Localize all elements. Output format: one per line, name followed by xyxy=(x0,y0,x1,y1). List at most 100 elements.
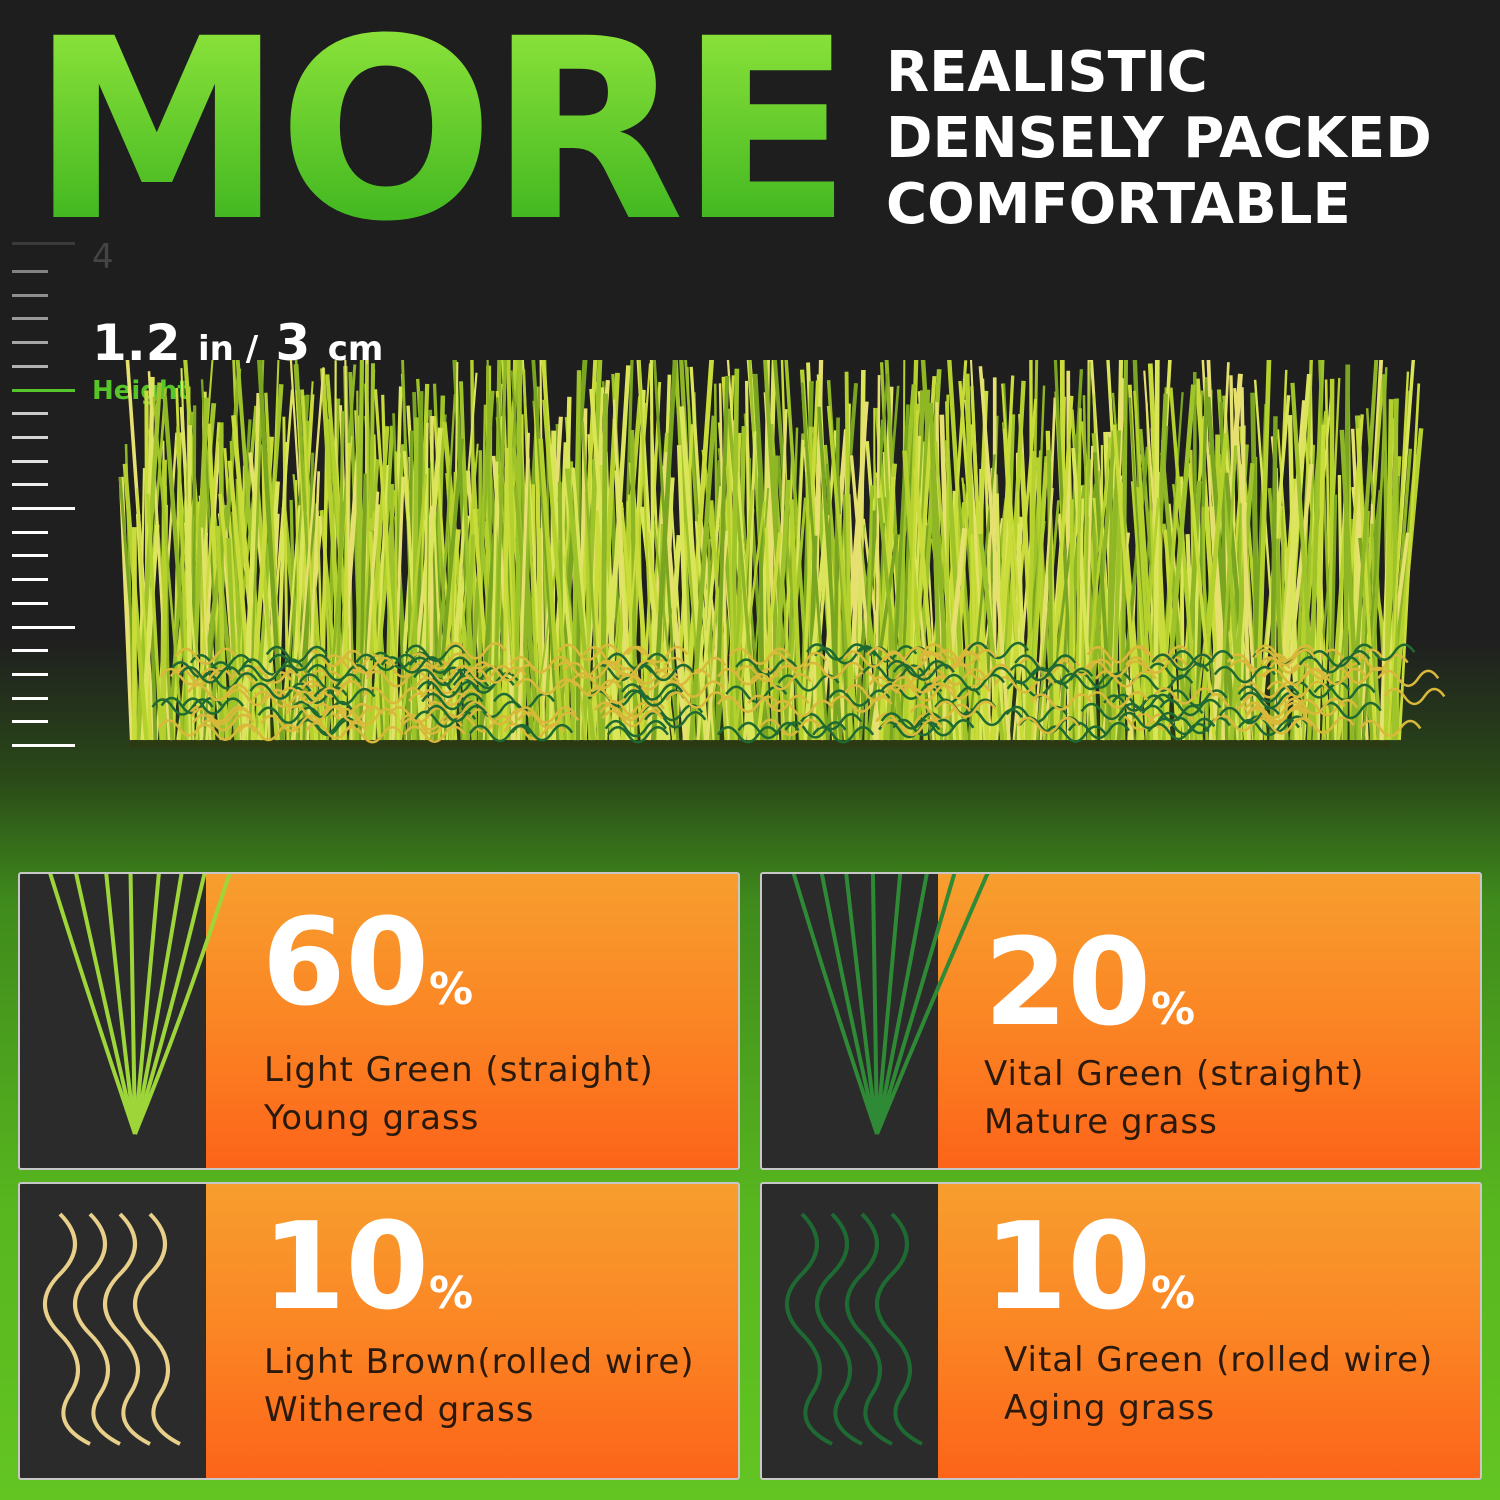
curly-fiber xyxy=(596,659,659,678)
blade xyxy=(819,874,879,1135)
grass-blade xyxy=(1024,451,1037,741)
height-inches: 1.2 xyxy=(92,314,181,372)
curly-fiber xyxy=(1153,717,1216,736)
grass-blade xyxy=(542,399,573,741)
grass-blade xyxy=(293,367,325,741)
grass-blade xyxy=(788,499,804,741)
fiber-description: Young grass xyxy=(264,1098,480,1138)
grass-blade xyxy=(344,360,353,741)
curly-fiber xyxy=(1151,653,1214,671)
curly-fiber xyxy=(468,708,531,726)
blade xyxy=(875,874,903,1135)
curly-fiber xyxy=(892,718,955,737)
curly-fiber xyxy=(1153,687,1216,705)
curly-fiber xyxy=(236,664,299,682)
curly-fiber xyxy=(1383,687,1446,706)
curly-fiber xyxy=(1218,706,1281,725)
curly-fiber xyxy=(417,680,480,699)
curly-fiber xyxy=(151,698,214,716)
blade-image xyxy=(762,1184,938,1478)
ruler-tick xyxy=(12,412,48,416)
curly-fiber xyxy=(593,701,656,720)
grass-blade xyxy=(743,431,757,741)
curly-fiber xyxy=(1125,656,1188,674)
curly-fiber xyxy=(942,673,1005,692)
curly-fiber xyxy=(355,653,418,672)
curly-fiber xyxy=(1296,698,1359,717)
fiber xyxy=(103,1212,151,1446)
curly-fiber xyxy=(966,641,1030,660)
curly-fiber xyxy=(278,686,342,705)
curly-fiber xyxy=(226,688,289,707)
ruler-tick xyxy=(12,341,48,345)
curly-fiber xyxy=(1111,693,1174,712)
grass-blade xyxy=(1033,487,1054,741)
ruler-tick xyxy=(12,554,48,558)
curly-fiber xyxy=(812,726,875,744)
grass-blade xyxy=(492,360,508,741)
curly-fiber xyxy=(626,645,689,664)
fiber xyxy=(73,1212,121,1446)
grass-blade xyxy=(1269,416,1278,741)
ruler-tick xyxy=(12,435,48,439)
curly-fiber xyxy=(1080,702,1143,721)
ruler-tick xyxy=(12,672,48,676)
grass-blade xyxy=(651,360,678,741)
curly-fiber xyxy=(298,673,362,691)
grass-blade xyxy=(802,514,830,741)
curly-fiber xyxy=(229,671,292,689)
ruler-tick xyxy=(12,242,75,245)
curly-fiber xyxy=(844,684,907,702)
grass-blade xyxy=(489,461,499,741)
blade xyxy=(74,874,137,1135)
curly-fiber xyxy=(1086,646,1149,664)
curly-fiber xyxy=(883,651,946,670)
curly-fiber xyxy=(1254,644,1317,662)
curly-fiber xyxy=(716,695,780,713)
curly-fiber xyxy=(404,644,467,662)
grass-blade xyxy=(384,483,395,741)
fiber-type: Vital Green (straight) xyxy=(984,1054,1365,1094)
curly-fiber xyxy=(735,664,798,683)
curly-fiber xyxy=(1117,711,1180,730)
grass-blade xyxy=(706,526,716,741)
curly-fiber xyxy=(509,656,572,674)
curly-fiber xyxy=(300,680,363,698)
curly-fiber xyxy=(1171,650,1234,668)
curly-fiber xyxy=(468,724,532,743)
grass-blade xyxy=(581,360,603,741)
grass-blade xyxy=(564,468,596,741)
curly-fiber xyxy=(189,654,252,672)
grass-blade xyxy=(195,422,220,741)
grass-blade xyxy=(800,382,829,741)
curly-fiber xyxy=(1245,707,1308,726)
ruler-tick xyxy=(12,317,48,321)
grass-blade xyxy=(1187,463,1217,741)
blade xyxy=(133,874,232,1135)
grass-blade xyxy=(902,450,929,741)
grass-blade xyxy=(1035,457,1048,741)
feature-densely-packed: DENSELY PACKED xyxy=(886,106,1432,171)
grass-blade xyxy=(146,493,163,741)
grass-blade xyxy=(373,389,402,741)
percent: 20% xyxy=(984,914,1196,1053)
curly-fiber xyxy=(335,707,398,726)
grass-blade xyxy=(502,447,509,741)
curly-fiber xyxy=(880,718,943,737)
grass-blade xyxy=(513,485,540,741)
curly-fiber xyxy=(285,686,348,705)
grass-blade xyxy=(538,438,564,741)
ruler-tick xyxy=(12,601,48,605)
grass-blade xyxy=(405,505,434,741)
grass-blade xyxy=(1229,463,1255,741)
curly-fiber xyxy=(306,664,369,682)
ruler-tick xyxy=(12,293,48,297)
grass-blade xyxy=(992,375,1015,741)
curly-fiber xyxy=(928,682,991,700)
card-vital-green-rolled: 10% Vital Green (rolled wire) Aging gras… xyxy=(760,1182,1482,1480)
curly-fiber xyxy=(425,704,488,723)
grass-blade xyxy=(696,485,723,741)
curly-fiber xyxy=(621,683,684,701)
curly-fiber xyxy=(737,721,800,740)
curly-fiber xyxy=(333,656,396,675)
